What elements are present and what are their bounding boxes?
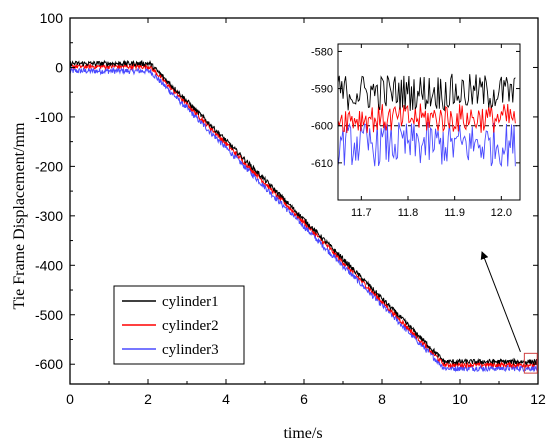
- legend-label: cylinder1: [162, 294, 219, 310]
- y-tick-label: -100: [35, 109, 63, 125]
- x-tick-label: 8: [378, 391, 386, 407]
- inset-y-tick-label: -590: [311, 84, 333, 96]
- y-tick-label: 0: [55, 59, 63, 75]
- inset-series-line-cylinder1: [337, 73, 516, 112]
- series-line-cylinder1: [69, 59, 539, 366]
- inset-y-tick-label: -600: [311, 121, 333, 133]
- x-tick-label: 12: [530, 391, 546, 407]
- inset-x-tick-label: 11.8: [398, 207, 419, 219]
- y-tick-label: 100: [40, 10, 64, 26]
- legend-label: cylinder2: [162, 318, 219, 334]
- zoom-inset: 11.7 11.8 11.9 12.0 -580 -590 -600 -610: [311, 43, 521, 353]
- series-line-cylinder3: [69, 65, 539, 373]
- x-tick-label: 4: [222, 391, 230, 407]
- legend: cylinder1 cylinder2 cylinder3: [113, 285, 245, 365]
- inset-frame: [337, 43, 521, 201]
- legend-label: cylinder3: [162, 342, 219, 358]
- x-tick-label: 10: [452, 391, 468, 407]
- inset-y-tick-label: -610: [311, 158, 333, 170]
- inset-x-tick-label: 11.7: [351, 207, 372, 219]
- inset-series-line-cylinder2: [337, 103, 516, 134]
- inset-y-tick-label: -580: [311, 46, 333, 58]
- y-axis-title: Tie Frame Displacement/mm: [11, 122, 28, 309]
- y-tick-label: -500: [35, 307, 63, 323]
- inset-x-tick-label: 12.0: [491, 207, 512, 219]
- y-tick-label: -200: [35, 158, 63, 174]
- inset-x-tick-label: 11.9: [444, 207, 465, 219]
- x-axis-title: time/s: [283, 425, 322, 442]
- x-tick-label: 0: [66, 391, 74, 407]
- zoom-arrow: [480, 251, 521, 353]
- zoom-region-marker: [523, 352, 538, 374]
- y-tick-label: -300: [35, 208, 63, 224]
- main-plot: 0 2 4 6 8 10 12 100 0 -100 -200 -300 -400 -500 -600: [35, 10, 546, 407]
- x-tick-label: 6: [300, 391, 308, 407]
- x-tick-label: 2: [144, 391, 152, 407]
- y-tick-label: -600: [35, 356, 63, 372]
- y-tick-label: -400: [35, 257, 63, 273]
